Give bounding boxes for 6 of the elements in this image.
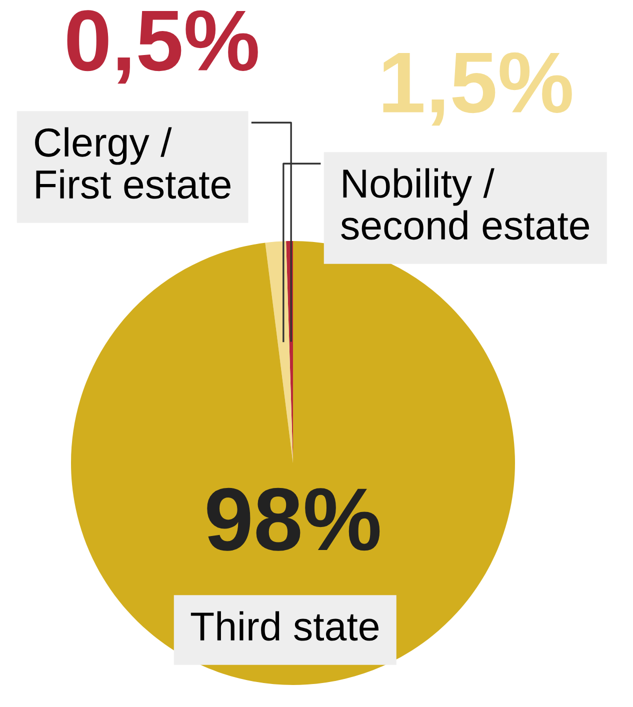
slice-label: Clergy / First estate (35, 127, 230, 199)
data-label: 98% (207, 488, 380, 551)
data-label: 1,5% (383, 52, 572, 126)
slice-label: Nobility / second estate (341, 168, 589, 240)
slice-label: Third state (190, 611, 378, 641)
data-label: 0,5% (67, 10, 258, 84)
